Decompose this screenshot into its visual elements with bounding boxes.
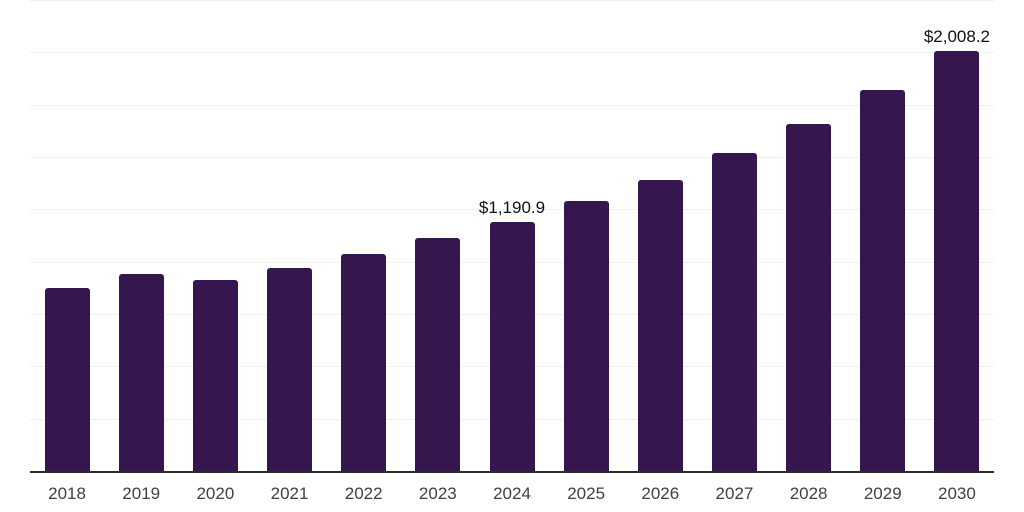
x-axis-line <box>30 471 994 473</box>
bar-2029 <box>860 89 906 471</box>
x-tick-label-2028: 2028 <box>789 484 828 503</box>
x-tick-label-2023: 2023 <box>418 484 457 503</box>
gridline-1250 <box>30 209 994 211</box>
x-axis-labels: 2018 2019 2020 2021 2022 2023 2024 2025 2026 2027… <box>30 484 994 506</box>
gridline-1500 <box>30 157 994 158</box>
bar-2021 <box>267 268 313 471</box>
data-label-2030: $2,008.2 <box>923 26 991 46</box>
x-tick-label-2027: 2027 <box>715 484 754 503</box>
gridline-1750 <box>30 104 994 106</box>
plot-area: $1,190.9 $2,008.2 <box>30 0 994 471</box>
x-tick-label-2030: 2030 <box>938 484 976 503</box>
x-tick-label-2025: 2025 <box>567 484 606 503</box>
x-tick-label-2021: 2021 <box>270 484 309 503</box>
bar-2022 <box>341 254 387 471</box>
bar-2025 <box>563 201 609 471</box>
x-tick-label-2019: 2019 <box>122 484 161 503</box>
bar-2028 <box>786 123 832 471</box>
bar-2027 <box>711 153 757 471</box>
bar-2019 <box>118 274 164 471</box>
x-tick-label-2029: 2029 <box>863 484 902 503</box>
gridline-2250 <box>30 0 994 1</box>
bar-2023 <box>415 238 461 471</box>
x-tick-label-2018: 2018 <box>48 484 86 503</box>
bar-2030 <box>934 50 980 471</box>
bar-2018 <box>44 288 90 471</box>
x-tick-label-2020: 2020 <box>196 484 235 503</box>
x-tick-label-2026: 2026 <box>641 484 680 503</box>
data-label-2024: $1,190.9 <box>478 197 546 217</box>
bar-2026 <box>637 180 683 471</box>
gridline-2000 <box>30 52 994 54</box>
bar-2020 <box>192 280 238 471</box>
x-tick-label-2024: 2024 <box>493 484 531 503</box>
bar-2024 <box>489 221 535 471</box>
x-tick-label-2022: 2022 <box>344 484 383 503</box>
